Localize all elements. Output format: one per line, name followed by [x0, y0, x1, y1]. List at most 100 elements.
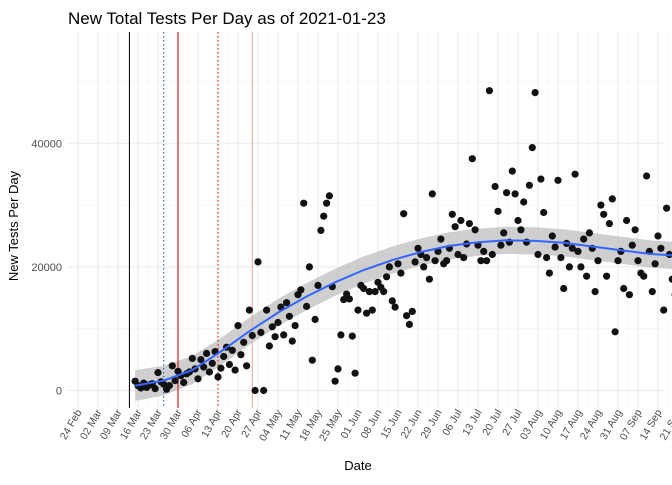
data-point [203, 350, 210, 357]
data-point [314, 282, 321, 289]
data-point [246, 307, 253, 314]
data-point [249, 332, 256, 339]
data-point [526, 182, 533, 189]
data-point [572, 171, 579, 178]
data-point [254, 258, 261, 265]
data-point [220, 353, 227, 360]
data-point [420, 263, 427, 270]
data-point [337, 331, 344, 338]
x-axis-label: Date [344, 458, 371, 473]
data-point [594, 257, 601, 264]
data-point [469, 155, 476, 162]
data-point [166, 382, 173, 389]
chart-title: New Total Tests Per Day as of 2021-01-23 [68, 9, 386, 28]
data-point [560, 285, 567, 292]
data-point [532, 89, 539, 96]
data-point [483, 257, 490, 264]
data-point [326, 192, 333, 199]
data-point [652, 260, 659, 267]
data-point [534, 251, 541, 258]
data-point [626, 291, 633, 298]
data-point [586, 229, 593, 236]
data-point [386, 263, 393, 270]
data-point [257, 329, 264, 336]
data-point [412, 258, 419, 265]
data-point [266, 342, 273, 349]
data-point [240, 339, 247, 346]
data-point [603, 273, 610, 280]
data-point [606, 220, 613, 227]
data-point [480, 248, 487, 255]
data-point [369, 307, 376, 314]
data-point [509, 168, 516, 175]
y-tick-label: 20000 [31, 262, 62, 274]
data-point [209, 360, 216, 367]
data-point [663, 205, 670, 212]
data-point [214, 373, 221, 380]
data-point [657, 245, 664, 252]
data-point [306, 263, 313, 270]
data-point [237, 351, 244, 358]
data-point [472, 226, 479, 233]
data-point [263, 307, 270, 314]
data-point [309, 357, 316, 364]
data-point [557, 254, 564, 261]
data-point [226, 361, 233, 368]
data-point [503, 189, 510, 196]
data-point [320, 213, 327, 220]
data-point [154, 369, 161, 376]
data-point [217, 365, 224, 372]
data-point [243, 362, 250, 369]
data-point [457, 217, 464, 224]
data-point [354, 307, 361, 314]
data-point [400, 210, 407, 217]
data-point [614, 257, 621, 264]
data-point [252, 387, 259, 394]
data-point [554, 177, 561, 184]
data-point [514, 217, 521, 224]
data-point [349, 333, 356, 340]
data-point [460, 254, 467, 261]
data-point [403, 312, 410, 319]
data-point [397, 270, 404, 277]
data-point [511, 190, 518, 197]
data-point [497, 242, 504, 249]
data-point [352, 370, 359, 377]
data-point [437, 236, 444, 243]
data-point [492, 183, 499, 190]
data-point [660, 307, 667, 314]
data-point [623, 217, 630, 224]
data-point [389, 297, 396, 304]
data-point [494, 208, 501, 215]
data-point [317, 227, 324, 234]
data-point [466, 220, 473, 227]
data-point [537, 176, 544, 183]
data-point [597, 202, 604, 209]
data-point [292, 322, 299, 329]
y-axis-label: New Tests Per Day [6, 170, 21, 281]
data-point [640, 273, 647, 280]
data-point [189, 355, 196, 362]
data-point [232, 367, 239, 374]
data-point [406, 321, 413, 328]
data-point [180, 379, 187, 386]
data-point [229, 347, 236, 354]
data-point [392, 304, 399, 311]
data-point [414, 245, 421, 252]
data-point [380, 288, 387, 295]
data-point [520, 198, 527, 205]
data-point [449, 211, 456, 218]
data-point [654, 232, 661, 239]
data-point [372, 288, 379, 295]
data-point [543, 254, 550, 261]
data-point [529, 144, 536, 151]
data-point [580, 236, 587, 243]
data-point [609, 195, 616, 202]
data-point [443, 257, 450, 264]
data-point [394, 260, 401, 267]
data-point [332, 378, 339, 385]
data-point [303, 303, 310, 310]
data-point [517, 226, 524, 233]
data-point [334, 365, 341, 372]
